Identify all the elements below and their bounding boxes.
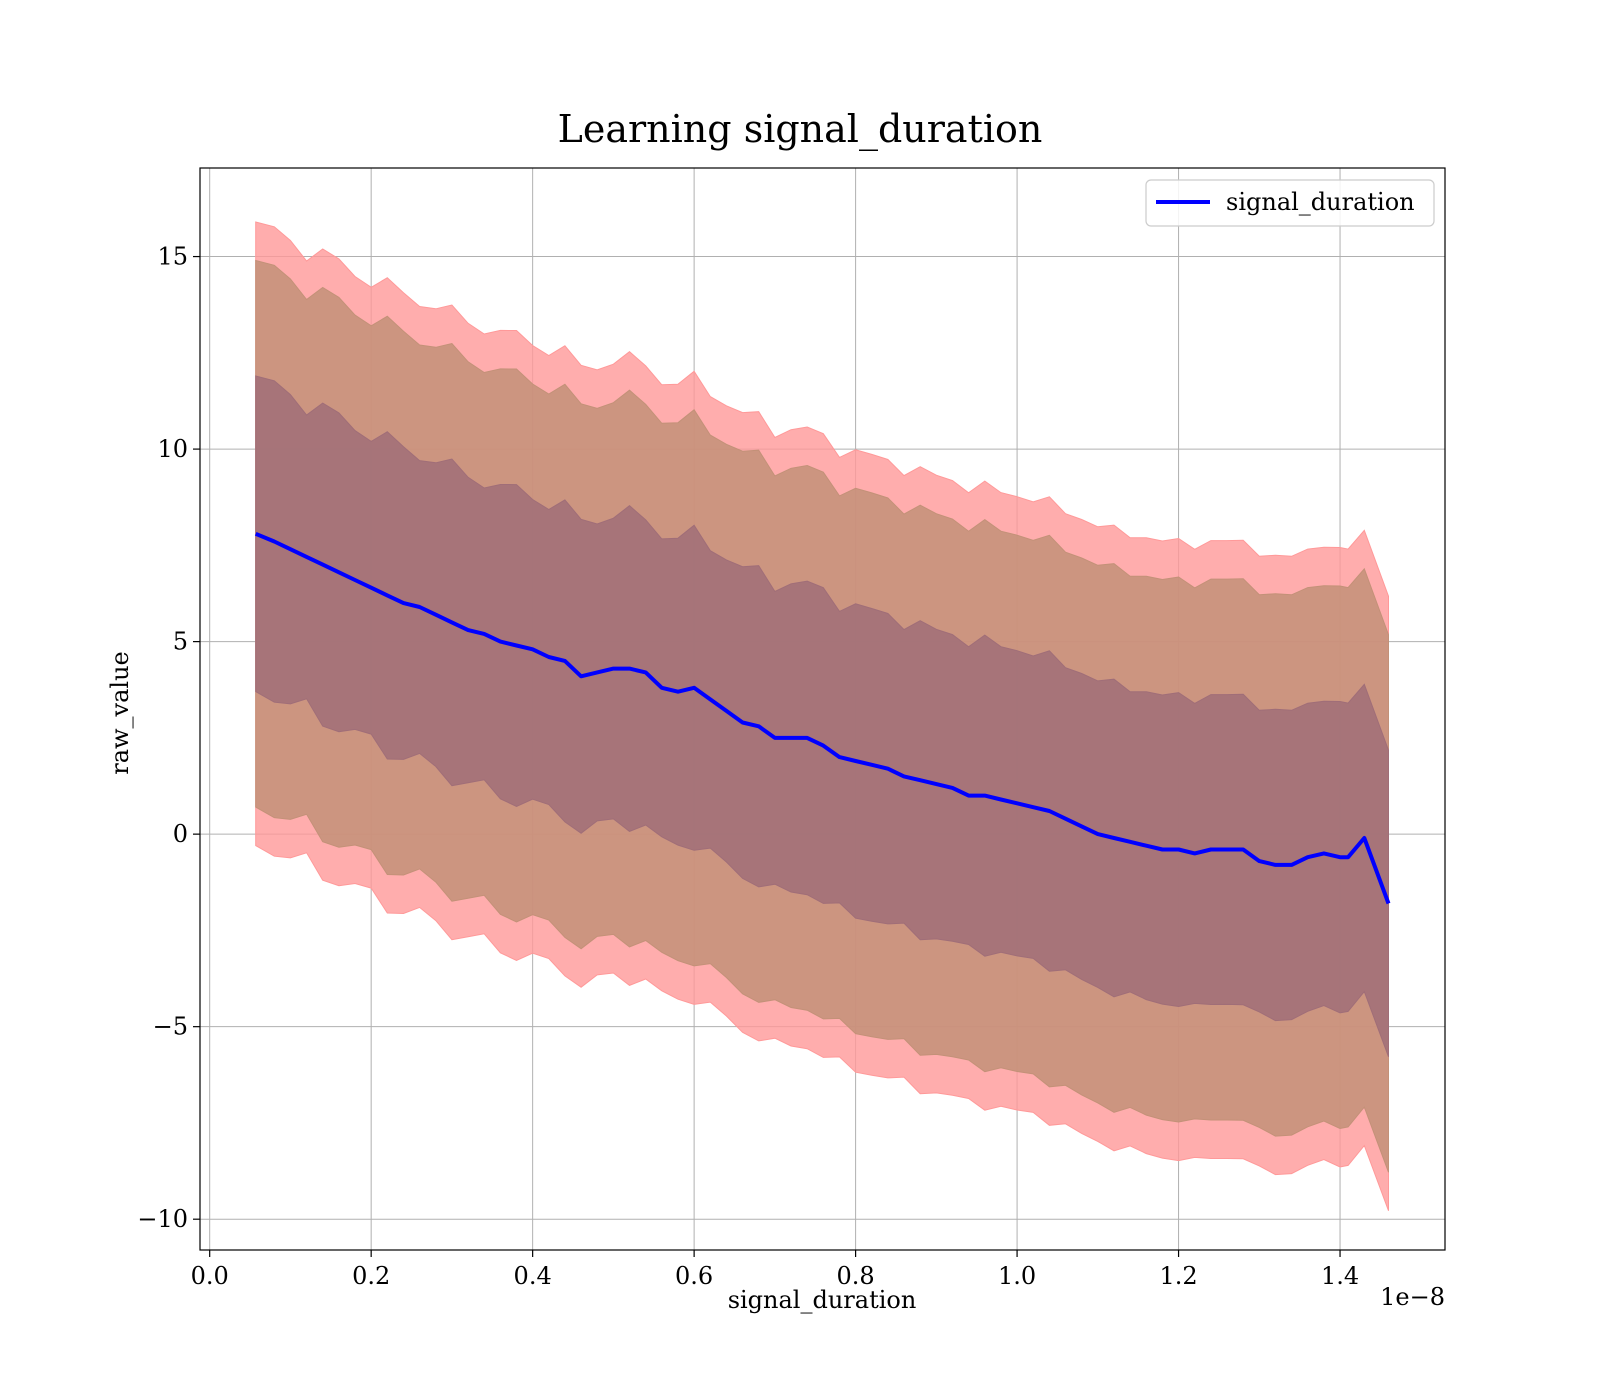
x-tick-label: 1.0 [998, 1262, 1036, 1290]
x-tick-label: 1.4 [1321, 1262, 1359, 1290]
y-tick-label: −10 [137, 1205, 188, 1233]
legend: signal_duration [1145, 179, 1435, 227]
x-tick-label: 0.2 [352, 1262, 390, 1290]
y-tick-label: 0 [173, 820, 188, 848]
chart-title: Learning signal_duration [558, 107, 1043, 152]
x-offset-label: 1e−8 [1380, 1283, 1445, 1311]
x-tick-label: 0.0 [191, 1262, 229, 1290]
y-tick-label: −5 [153, 1013, 188, 1041]
y-tick-label: 10 [157, 435, 188, 463]
uncertainty-band-3 [255, 375, 1389, 1057]
x-tick-label: 1.2 [1159, 1262, 1197, 1290]
legend-box [1145, 179, 1435, 227]
series-lines [254, 531, 1391, 905]
uncertainty-bands [255, 221, 1389, 1211]
x-tick-label: 0.4 [514, 1262, 552, 1290]
series-line-signal-duration [254, 531, 1391, 905]
axis-ticks: 0.0 0.2 0.4 0.6 0.8 1.0 1.2 1.4 −10 −5 0 5 10 15 [137, 243, 1359, 1290]
y-tick-label: 15 [157, 243, 188, 271]
x-tick-label: 0.8 [837, 1262, 875, 1290]
x-tick-label: 0.6 [675, 1262, 713, 1290]
legend-entry-label: signal_duration [1226, 188, 1415, 216]
y-tick-label: 5 [173, 628, 188, 656]
y-axis-label: raw_value [106, 651, 134, 775]
x-axis-label: signal_duration [728, 1286, 917, 1314]
plot-frame [199, 167, 1446, 1251]
